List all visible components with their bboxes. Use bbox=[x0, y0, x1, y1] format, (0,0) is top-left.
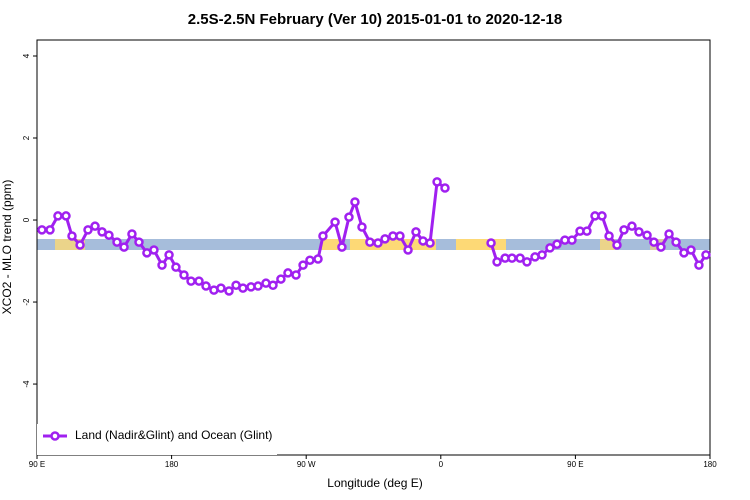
plot-frame bbox=[36, 39, 711, 456]
data-point bbox=[627, 221, 637, 231]
data-point bbox=[330, 217, 340, 227]
legend-label: Land (Nadir&Glint) and Ocean (Glint) bbox=[75, 428, 272, 442]
data-point bbox=[411, 227, 421, 237]
data-point bbox=[642, 230, 652, 240]
data-point bbox=[522, 257, 532, 267]
data-point bbox=[186, 276, 196, 286]
data-point bbox=[612, 240, 622, 250]
data-point bbox=[194, 276, 204, 286]
data-point bbox=[61, 211, 71, 221]
y-tick-label: 2 bbox=[22, 135, 31, 140]
y-tick-label: -2 bbox=[22, 298, 31, 306]
data-point bbox=[283, 268, 293, 278]
x-tick-label: 180 bbox=[165, 460, 179, 469]
data-point bbox=[373, 238, 383, 248]
data-point bbox=[157, 260, 167, 270]
y-tick-label: 0 bbox=[22, 217, 31, 222]
legend: Land (Nadir&Glint) and Ocean (Glint) bbox=[37, 424, 277, 455]
data-point bbox=[656, 242, 666, 252]
x-tick-label: 90 W bbox=[297, 460, 316, 469]
data-point bbox=[75, 240, 85, 250]
data-point bbox=[582, 226, 592, 236]
data-point bbox=[567, 235, 577, 245]
data-point bbox=[507, 253, 517, 263]
y-tick-label: -4 bbox=[22, 380, 31, 388]
data-point bbox=[537, 250, 547, 260]
data-point bbox=[686, 245, 696, 255]
x-tick-label: 90 E bbox=[567, 460, 583, 469]
data-point bbox=[701, 250, 711, 260]
data-point bbox=[604, 231, 614, 241]
data-point bbox=[440, 183, 450, 193]
land-band bbox=[350, 239, 436, 250]
data-point bbox=[694, 260, 704, 270]
data-point bbox=[344, 212, 354, 222]
data-point bbox=[53, 211, 63, 221]
data-point bbox=[112, 237, 122, 247]
data-point bbox=[305, 255, 315, 265]
data-point bbox=[313, 254, 323, 264]
data-point bbox=[357, 222, 367, 232]
data-point bbox=[380, 234, 390, 244]
x-tick-label: 90 E bbox=[29, 460, 45, 469]
chart-title: 2.5S-2.5N February (Ver 10) 2015-01-01 t… bbox=[188, 11, 562, 28]
data-point bbox=[164, 250, 174, 260]
data-point bbox=[238, 283, 248, 293]
data-point bbox=[619, 225, 629, 235]
data-point bbox=[45, 225, 55, 235]
data-point bbox=[492, 257, 502, 267]
data-point bbox=[350, 197, 360, 207]
data-point bbox=[276, 274, 286, 284]
data-point bbox=[224, 286, 234, 296]
data-point bbox=[365, 237, 375, 247]
data-point bbox=[268, 280, 278, 290]
land-band bbox=[322, 239, 344, 250]
data-point bbox=[395, 231, 405, 241]
data-point bbox=[432, 177, 442, 187]
data-point bbox=[201, 281, 211, 291]
data-point bbox=[179, 270, 189, 280]
data-point bbox=[337, 242, 347, 252]
data-point bbox=[127, 229, 137, 239]
data-point bbox=[486, 238, 496, 248]
y-axis-label: XCO2 - MLO trend (ppm) bbox=[0, 180, 14, 315]
data-point bbox=[671, 237, 681, 247]
data-point bbox=[664, 229, 674, 239]
land-band bbox=[456, 239, 506, 250]
data-point bbox=[634, 227, 644, 237]
data-point bbox=[552, 239, 562, 249]
land-band bbox=[55, 239, 85, 250]
data-point bbox=[545, 243, 555, 253]
data-point bbox=[119, 242, 129, 252]
land-band bbox=[600, 239, 615, 250]
data-point bbox=[83, 225, 93, 235]
legend-swatch-point bbox=[50, 431, 60, 441]
x-tick-label: 0 bbox=[439, 460, 444, 469]
data-point bbox=[318, 231, 328, 241]
data-point bbox=[67, 231, 77, 241]
data-point bbox=[403, 245, 413, 255]
legend-box bbox=[37, 424, 277, 455]
data-point bbox=[291, 270, 301, 280]
data-point bbox=[37, 225, 47, 235]
data-point bbox=[104, 230, 114, 240]
data-point bbox=[649, 237, 659, 247]
data-point bbox=[90, 221, 100, 231]
x-axis-label: Longitude (deg E) bbox=[327, 476, 422, 490]
data-point bbox=[253, 281, 263, 291]
y-tick-label: 4 bbox=[22, 53, 31, 58]
data-point bbox=[134, 237, 144, 247]
x-tick-label: 180 bbox=[703, 460, 717, 469]
data-point bbox=[597, 211, 607, 221]
data-point bbox=[515, 253, 525, 263]
data-point bbox=[298, 260, 308, 270]
data-point bbox=[171, 262, 181, 272]
data-point bbox=[425, 238, 435, 248]
data-point bbox=[216, 283, 226, 293]
data-point bbox=[149, 245, 159, 255]
